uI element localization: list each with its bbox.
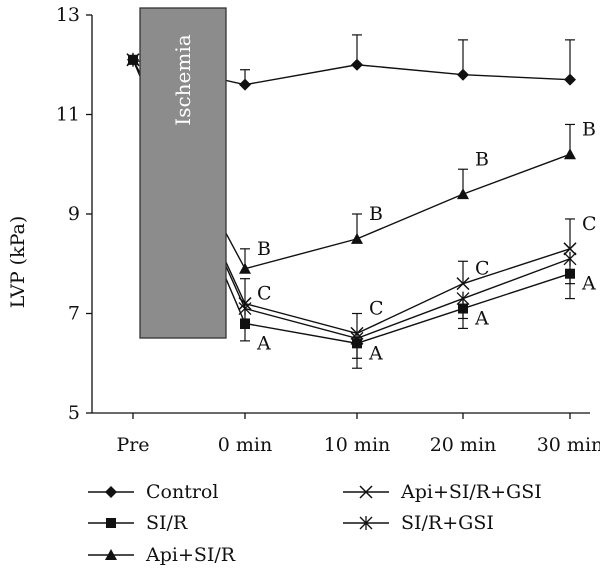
y-tick-label: 13	[56, 4, 80, 26]
data-point	[564, 73, 576, 86]
legend-marker	[359, 516, 373, 530]
significance-letter: C	[582, 213, 597, 235]
x-tick-label: 20 min	[430, 434, 497, 456]
ischemia-box	[139, 7, 227, 339]
data-point	[457, 188, 469, 200]
significance-letter: A	[581, 273, 596, 295]
legend-item: Api+SI/R+GSI	[343, 481, 542, 503]
legend-item: Control	[88, 481, 218, 503]
legend-item: SI/R	[88, 512, 188, 534]
triangle-marker	[457, 188, 469, 200]
legend-label: SI/R	[146, 512, 188, 534]
legend-marker	[106, 518, 116, 528]
data-point	[239, 78, 251, 91]
data-point	[563, 242, 577, 256]
x-marker-stroke	[563, 242, 577, 256]
diamond-marker	[105, 486, 117, 498]
data-point	[239, 262, 251, 274]
legend: Control SI/R Api+SI/R Api+SI/R+GSI SI/R+GSI	[88, 481, 542, 566]
significance-letter: A	[256, 332, 271, 354]
significance-letter: B	[257, 238, 271, 260]
y-axis-title: LVP (kPa)	[7, 216, 29, 309]
legend-marker	[359, 485, 373, 499]
ischemia-label: Ischemia	[171, 34, 195, 125]
data-point	[238, 301, 252, 316]
triangle-marker	[564, 148, 576, 160]
legend-label: Control	[146, 481, 218, 503]
data-point	[351, 232, 363, 244]
legend-marker	[105, 549, 117, 560]
legend-label: Api+SI/R+GSI	[400, 481, 542, 503]
axes: 5 7 9 11 13 Pre 0 min 10 min 20 min 30 min	[56, 4, 600, 456]
data-point	[457, 68, 469, 81]
legend-label: Api+SI/R	[145, 544, 236, 566]
ischemia-region: Ischemia	[139, 7, 227, 339]
square-marker	[106, 518, 116, 528]
x-tick-label: 10 min	[324, 434, 391, 456]
x-marker-stroke	[456, 277, 470, 291]
significance-letter: A	[474, 307, 489, 329]
legend-label: SI/R+GSI	[401, 512, 494, 534]
significance-letter: B	[369, 203, 383, 225]
data-point	[350, 331, 364, 346]
x-marker-stroke	[359, 485, 373, 499]
significance-letter: C	[369, 298, 384, 320]
significance-letter: A	[368, 342, 383, 364]
triangle-marker	[351, 232, 363, 244]
legend-marker	[105, 486, 117, 498]
x-tick-label: Pre	[116, 434, 149, 456]
significance-letter: C	[475, 258, 490, 280]
data-point	[126, 52, 140, 67]
legend-item: Api+SI/R	[88, 544, 236, 566]
legend-item: SI/R+GSI	[343, 512, 494, 534]
significance-letter: B	[475, 148, 489, 170]
diamond-marker	[239, 78, 251, 91]
triangle-marker	[239, 262, 251, 274]
data-point	[351, 58, 363, 71]
y-tick-label: 11	[56, 104, 80, 126]
x-tick-label: 30 min	[537, 434, 600, 456]
data-point	[456, 291, 470, 306]
diamond-marker	[564, 73, 576, 86]
data-point	[564, 148, 576, 160]
y-tick-label: 7	[68, 303, 80, 325]
y-tick-label: 5	[68, 402, 80, 424]
diamond-marker	[457, 68, 469, 81]
x-tick-label: 0 min	[218, 434, 272, 456]
data-point	[456, 277, 470, 291]
y-tick-label: 9	[68, 203, 80, 225]
data-point	[563, 251, 577, 266]
significance-letter: C	[257, 283, 272, 305]
diamond-marker	[351, 58, 363, 71]
significance-letter: B	[582, 118, 596, 140]
triangle-marker	[105, 549, 117, 560]
